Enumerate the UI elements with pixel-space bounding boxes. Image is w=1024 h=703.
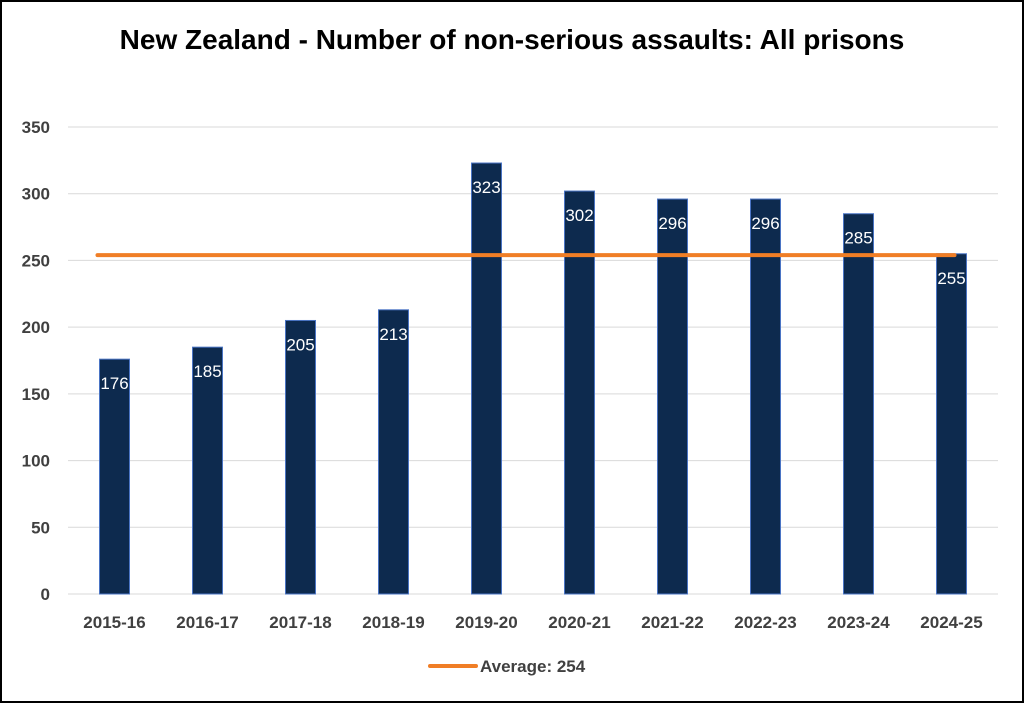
- bar-2022-23: [750, 198, 781, 595]
- data-label: 296: [658, 214, 686, 233]
- data-label: 205: [286, 335, 314, 354]
- data-label: 302: [565, 206, 593, 225]
- legend-label-average: Average: 254: [480, 657, 586, 676]
- y-tick-label: 300: [22, 185, 50, 204]
- data-label: 323: [472, 178, 500, 197]
- x-tick-label: 2023-24: [827, 613, 890, 632]
- bar-2017-18: [285, 319, 316, 595]
- x-tick-label: 2020-21: [548, 613, 610, 632]
- x-tick-label: 2018-19: [362, 613, 424, 632]
- chart-title: New Zealand - Number of non-serious assa…: [119, 24, 905, 55]
- x-tick-label: 2017-18: [269, 613, 331, 632]
- x-tick-label: 2022-23: [734, 613, 796, 632]
- data-label: 255: [937, 269, 965, 288]
- data-label: 296: [751, 214, 779, 233]
- bar-2019-20: [471, 162, 502, 595]
- data-label: 176: [100, 374, 128, 393]
- x-tick-label: 2015-16: [83, 613, 145, 632]
- x-tick-label: 2019-20: [455, 613, 517, 632]
- bar-2024-25: [936, 253, 967, 595]
- y-tick-label: 0: [41, 585, 50, 604]
- y-tick-label: 50: [31, 518, 50, 537]
- bar-2020-21: [564, 190, 595, 595]
- bar-2023-24: [843, 213, 874, 595]
- bar-2021-22: [657, 198, 688, 595]
- legend: Average: 254: [428, 657, 586, 676]
- y-tick-label: 250: [22, 251, 50, 270]
- x-tick-label: 2024-25: [920, 613, 982, 632]
- data-label: 285: [844, 229, 872, 248]
- x-tick-label: 2021-22: [641, 613, 703, 632]
- data-label: 185: [193, 362, 221, 381]
- x-tick-label: 2016-17: [176, 613, 238, 632]
- bar-2016-17: [192, 346, 223, 595]
- bar-2018-19: [378, 309, 409, 595]
- y-tick-label: 200: [22, 318, 50, 337]
- y-tick-label: 350: [22, 118, 50, 137]
- y-tick-label: 150: [22, 385, 50, 404]
- y-tick-label: 100: [22, 452, 50, 471]
- bar-2015-16: [99, 358, 130, 595]
- data-label: 213: [379, 325, 407, 344]
